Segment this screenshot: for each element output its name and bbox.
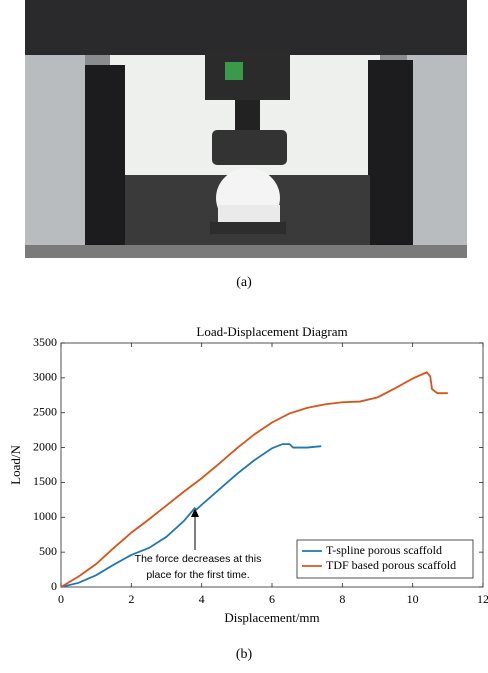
legend-label: TDF based porous scaffold (326, 558, 456, 572)
annotation: place for the first time. (146, 569, 249, 581)
y-tick-label: 3500 (33, 335, 57, 349)
y-tick-label: 1000 (33, 509, 57, 523)
data-line (60, 371, 448, 588)
x-tick-label: 10 (407, 592, 419, 606)
legend-box (296, 539, 474, 579)
y-axis-label: Load/N (8, 445, 23, 485)
x-tick-label: 2 (128, 592, 134, 606)
x-axis-label: Displacement/mm (224, 610, 319, 625)
legend-label: T-spline porous scaffold (326, 543, 442, 557)
caption: (b) (236, 647, 253, 662)
y-tick-label: 2000 (33, 439, 57, 453)
y-tick-label: 0 (51, 579, 57, 593)
y-tick-label: 3000 (33, 370, 57, 384)
x-tick-label: 6 (269, 592, 275, 606)
data-line (60, 443, 322, 588)
y-tick-label: 500 (39, 544, 57, 558)
y-tick-label: 1500 (33, 474, 57, 488)
annotation-arrow (191, 508, 199, 550)
x-tick-label: 0 (58, 592, 64, 606)
x-tick-label: 12 (477, 592, 488, 606)
annotation: The force decreases at this (135, 553, 262, 565)
photo (25, 0, 467, 258)
y-tick-label: 2500 (33, 404, 57, 418)
x-tick-label: 8 (339, 592, 345, 606)
caption: (a) (236, 275, 252, 290)
x-tick-label: 4 (199, 592, 205, 606)
chart-title: Load-Displacement Diagram (196, 324, 347, 339)
